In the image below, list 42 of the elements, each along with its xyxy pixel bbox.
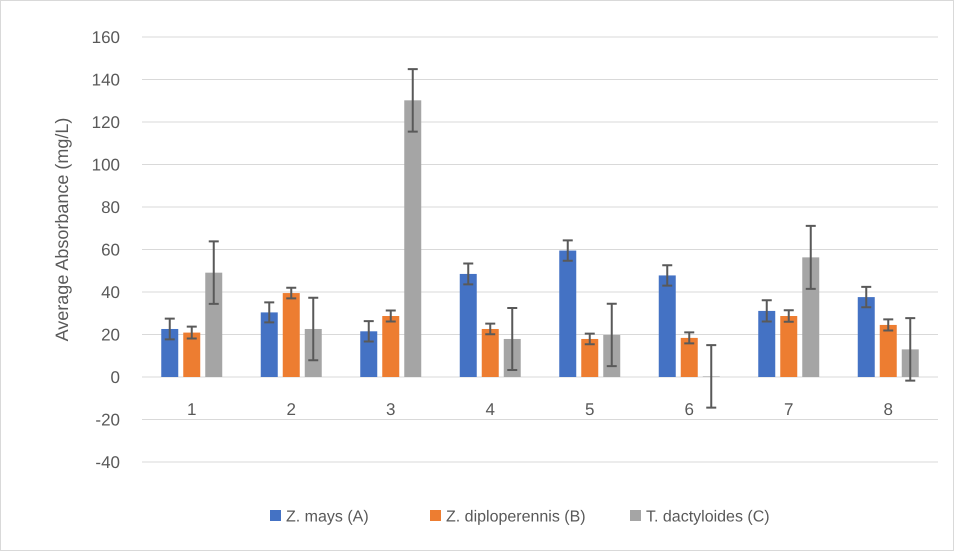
y-tick-label: 60 (101, 240, 120, 260)
y-tick-label: 120 (92, 112, 120, 132)
y-tick-label: 0 (110, 368, 120, 387)
legend-label: T. dactyloides (C) (646, 508, 770, 526)
y-tick-label: -40 (95, 452, 120, 472)
x-tick-label: 3 (386, 400, 396, 419)
y-tick-label: 160 (92, 28, 120, 47)
bar (559, 250, 576, 377)
bar (183, 332, 200, 377)
bar (581, 338, 598, 377)
bar (680, 338, 698, 377)
bar (382, 316, 400, 377)
bar (161, 328, 178, 377)
y-tick-label: 80 (101, 198, 120, 217)
x-tick-label: 8 (884, 400, 893, 419)
y-tick-label: 100 (92, 155, 120, 174)
bar (658, 275, 676, 377)
y-tick-label: 40 (101, 282, 120, 302)
bar (282, 293, 300, 377)
bar (858, 297, 875, 377)
legend-label: Z. diploperennis (B) (446, 508, 586, 526)
bar (482, 328, 499, 377)
bar (880, 324, 897, 377)
y-tick-label: 20 (101, 325, 120, 344)
bar (404, 100, 422, 377)
x-tick-label: 6 (684, 400, 694, 419)
bar (260, 312, 278, 377)
y-axis-title: Average Absorbance (mg/L) (52, 118, 72, 342)
bar (780, 316, 798, 377)
bar (758, 310, 776, 377)
y-tick-label: 140 (92, 70, 120, 90)
x-tick-label: 5 (585, 400, 594, 419)
x-tick-label: 2 (286, 400, 296, 419)
y-tick-label: -20 (95, 410, 120, 430)
bar (205, 272, 222, 377)
bar (360, 331, 378, 377)
x-tick-label: 1 (187, 400, 196, 419)
x-tick-label: 7 (784, 400, 794, 419)
bar (460, 274, 477, 377)
bar (802, 257, 820, 377)
legend-label: Z. mays (A) (286, 508, 369, 526)
x-tick-label: 4 (486, 400, 495, 419)
